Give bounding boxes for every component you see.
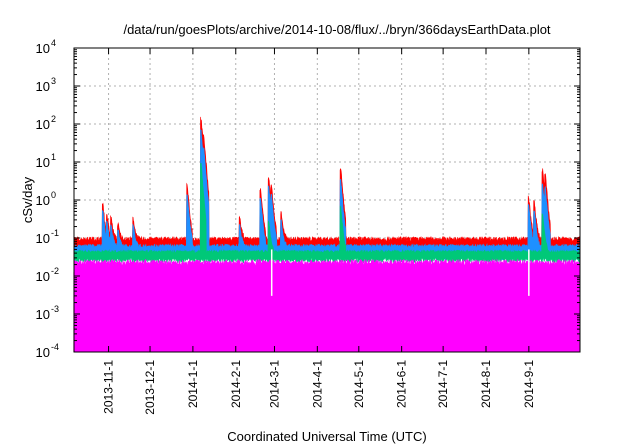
y-tick-exponent: -3 [51,304,59,314]
axis-ticks [74,47,580,353]
x-tick-label: 2013-11-1 [102,360,116,414]
y-tick-label: 10 [36,155,50,170]
x-axis-label: Coordinated Universal Time (UTC) [227,429,426,444]
x-tick-label: 2013-12-1 [143,360,157,415]
y-tick-label: 10 [36,307,50,322]
y-tick-exponent: 1 [51,152,56,162]
x-tick-label: 2014-3-1 [267,360,281,408]
y-tick-label: 10 [36,231,50,246]
y-tick-exponent: 4 [51,38,56,48]
y-tick-label: 10 [36,41,50,56]
x-tick-label: 2014-9-1 [522,360,536,408]
x-tick-label: 2014-7-1 [436,360,450,408]
y-tick-exponent: -2 [51,266,59,276]
y-tick-label: 10 [36,117,50,132]
y-tick-label: 10 [36,79,50,94]
x-tick-label: 2014-2-1 [229,360,243,408]
x-tick-label: 2014-1-1 [186,360,200,408]
x-tick-label: 2014-4-1 [310,360,324,408]
y-tick-exponent: 2 [51,114,56,124]
y-tick-exponent: 0 [51,190,56,200]
chart-title: /data/run/goesPlots/archive/2014-10-08/f… [123,22,550,37]
y-tick-label: 10 [36,269,50,284]
x-tick-label: 2014-8-1 [479,360,493,408]
y-tick-exponent: -4 [51,342,59,352]
y-tick-exponent: 3 [51,76,56,86]
x-tick-labels: 2013-11-1 2013-12-1 2014-1-1 2014-2-1 2014-3… [102,360,536,415]
x-tick-label: 2014-6-1 [395,360,409,408]
series-magenta-band [73,258,581,289]
y-tick-label: 10 [36,345,50,360]
y-tick-label: 10 [36,193,50,208]
y-axis-label: cSv/day [20,176,35,223]
y-tick-exponent: -1 [51,228,59,238]
x-tick-label: 2014-5-1 [352,360,366,408]
